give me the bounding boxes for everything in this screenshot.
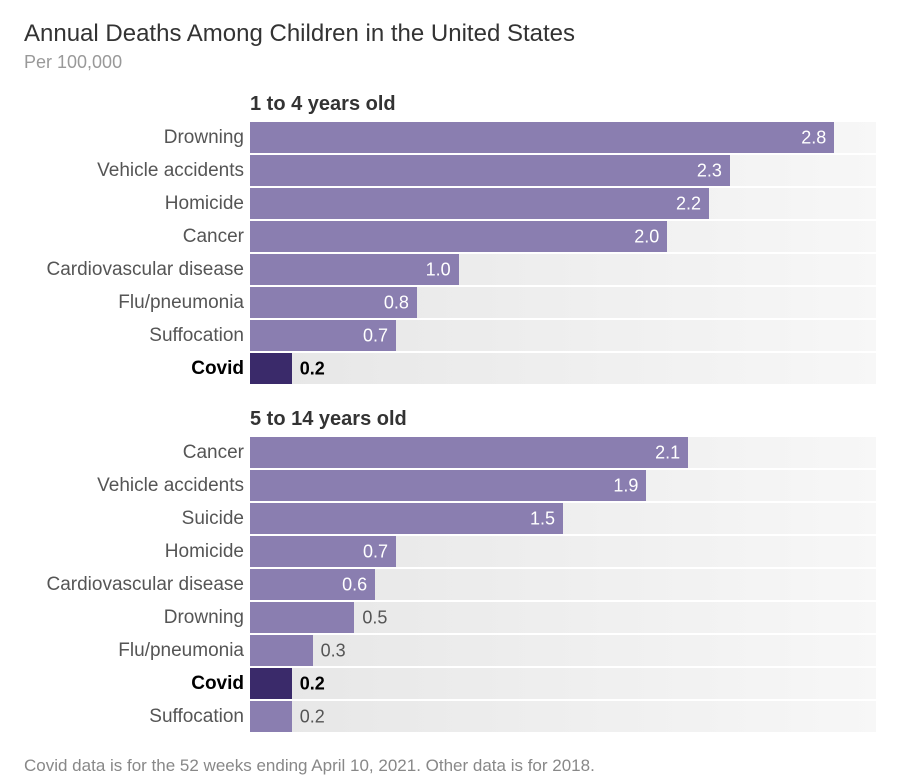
bar-value: 0.6 [342,574,367,595]
bar-row: Flu/pneumonia 0.8 [24,287,876,318]
bar [250,602,354,633]
chart-title: Annual Deaths Among Children in the Unit… [24,20,876,48]
bar-row: Vehicle accidents 2.3 [24,155,876,186]
bar-value: 0.2 [300,673,325,694]
bar-label: Suffocation [24,325,250,347]
bar [250,221,667,252]
bar-track: 1.9 [250,470,876,501]
bar [250,188,709,219]
bar-value: 2.1 [655,442,680,463]
bar-value: 0.2 [300,358,325,379]
bar-track: 2.0 [250,221,876,252]
bar [250,155,730,186]
bar-row: Suicide 1.5 [24,503,876,534]
bar-value: 2.2 [676,193,701,214]
bar-label: Covid [24,358,250,380]
bar-row: Suffocation 0.7 [24,320,876,351]
bar-value: 0.2 [300,706,325,727]
chart-body: 1 to 4 years old Drowning 2.8 Vehicle accid… [24,93,876,732]
bar-value: 1.0 [426,259,451,280]
bar-track: 0.7 [250,320,876,351]
bar-row: Drowning 0.5 [24,602,876,633]
bar-label: Suicide [24,508,250,530]
bar-track: 0.3 [250,635,876,666]
bar [250,437,688,468]
bar-label: Drowning [24,607,250,629]
bar-value: 0.8 [384,292,409,313]
panel-title: 1 to 4 years old [24,93,876,116]
bar-value: 0.3 [321,640,346,661]
bar-label: Flu/pneumonia [24,640,250,662]
bar [250,122,834,153]
bar-track: 2.3 [250,155,876,186]
bar-label: Cardiovascular disease [24,574,250,596]
bar-row: Covid 0.2 [24,668,876,699]
chart-panel: 5 to 14 years old Cancer 2.1 Vehicle accide… [24,408,876,732]
bar-track: 0.5 [250,602,876,633]
bar-track: 0.2 [250,353,876,384]
bar-value: 2.8 [801,127,826,148]
bar-row: Cardiovascular disease 1.0 [24,254,876,285]
bar-track: 2.2 [250,188,876,219]
bar-label: Homicide [24,193,250,215]
bar-label: Covid [24,673,250,695]
bar-highlight [250,353,292,384]
bar [250,701,292,732]
bar-track: 2.1 [250,437,876,468]
panel-title: 5 to 14 years old [24,408,876,431]
bar-value: 0.5 [362,607,387,628]
bar-label: Cancer [24,226,250,248]
bar [250,470,646,501]
bar-value: 1.5 [530,508,555,529]
bar-label: Vehicle accidents [24,160,250,182]
bar-row: Cancer 2.0 [24,221,876,252]
bar [250,503,563,534]
chart-panel: 1 to 4 years old Drowning 2.8 Vehicle accid… [24,93,876,384]
bar-track: 2.8 [250,122,876,153]
bar-row: Vehicle accidents 1.9 [24,470,876,501]
bar-track: 0.6 [250,569,876,600]
bar-track: 0.2 [250,668,876,699]
bar-row: Drowning 2.8 [24,122,876,153]
bar-row: Flu/pneumonia 0.3 [24,635,876,666]
bar-value: 2.0 [634,226,659,247]
bar-track: 0.7 [250,536,876,567]
bar-label: Suffocation [24,706,250,728]
bar-track: 1.0 [250,254,876,285]
bar-label: Cardiovascular disease [24,259,250,281]
bar-row: Covid 0.2 [24,353,876,384]
bar-track: 1.5 [250,503,876,534]
bar-label: Homicide [24,541,250,563]
bar-track: 0.2 [250,701,876,732]
bar-row: Suffocation 0.2 [24,701,876,732]
bar-value: 0.7 [363,541,388,562]
chart-subtitle: Per 100,000 [24,52,876,73]
bar-value: 2.3 [697,160,722,181]
bar-value: 1.9 [613,475,638,496]
bar-row: Cancer 2.1 [24,437,876,468]
bar-label: Drowning [24,127,250,149]
bar [250,635,313,666]
bar-label: Flu/pneumonia [24,292,250,314]
bar-row: Homicide 2.2 [24,188,876,219]
bar-label: Cancer [24,442,250,464]
bar-highlight [250,668,292,699]
bar-value: 0.7 [363,325,388,346]
chart-footnote: Covid data is for the 52 weeks ending Ap… [24,756,876,776]
bar-row: Cardiovascular disease 0.6 [24,569,876,600]
bar-label: Vehicle accidents [24,475,250,497]
bar-row: Homicide 0.7 [24,536,876,567]
bar-track: 0.8 [250,287,876,318]
